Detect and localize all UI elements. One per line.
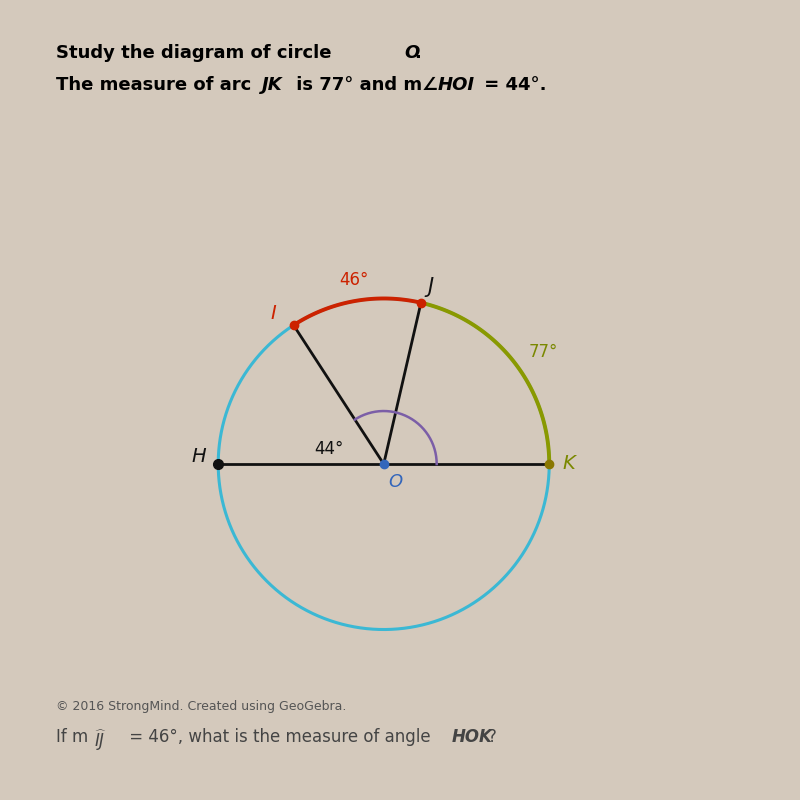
Text: 77°: 77°: [529, 343, 558, 361]
Text: 46°: 46°: [339, 270, 369, 289]
Text: $\widehat{IJ}$: $\widehat{IJ}$: [94, 728, 108, 753]
Text: O: O: [404, 44, 419, 62]
Text: .: .: [414, 44, 422, 62]
Text: = 44°.: = 44°.: [478, 76, 546, 94]
Text: If m: If m: [56, 728, 88, 746]
Text: © 2016 StrongMind. Created using GeoGebra.: © 2016 StrongMind. Created using GeoGebr…: [56, 700, 346, 713]
Text: ?: ?: [488, 728, 497, 746]
Text: JK: JK: [262, 76, 282, 94]
Text: = 46°, what is the measure of angle: = 46°, what is the measure of angle: [124, 728, 436, 746]
Text: J: J: [427, 277, 434, 297]
Text: HOI: HOI: [438, 76, 474, 94]
Text: ∠: ∠: [422, 76, 438, 94]
Text: is 77° and m: is 77° and m: [290, 76, 422, 94]
Text: HOK: HOK: [452, 728, 493, 746]
Text: The measure of arc: The measure of arc: [56, 76, 258, 94]
Text: H: H: [192, 447, 206, 466]
Text: O: O: [389, 473, 403, 491]
Text: 44°: 44°: [314, 440, 343, 458]
Text: Study the diagram of circle: Study the diagram of circle: [56, 44, 338, 62]
Text: I: I: [270, 303, 276, 322]
Text: K: K: [562, 454, 575, 473]
